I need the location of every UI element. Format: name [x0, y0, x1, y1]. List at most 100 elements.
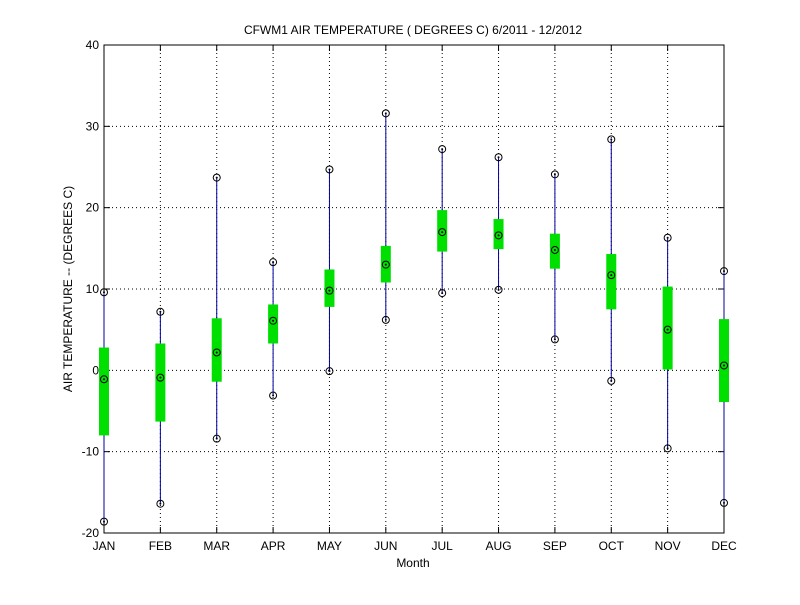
- max-marker-dot-apr: [272, 261, 275, 264]
- max-marker-jul: [438, 145, 447, 154]
- min-marker-aug: [494, 285, 503, 294]
- x-tick-label: MAR: [203, 539, 230, 553]
- iqr-box-may: [324, 269, 335, 307]
- iqr-box-nov: [662, 286, 673, 370]
- median-marker-dot-apr: [272, 319, 275, 322]
- median-marker-dot-dec: [723, 364, 725, 367]
- min-marker-jan: [100, 517, 108, 526]
- max-marker-dot-mar: [215, 176, 218, 179]
- y-tick-label: -10: [82, 445, 100, 459]
- min-marker-dot-jul: [441, 292, 444, 295]
- y-axis-label: AIR TEMPERATURE -- (DEGREES C): [61, 186, 75, 392]
- min-marker-jul: [438, 289, 447, 298]
- x-tick-label: OCT: [599, 539, 625, 553]
- median-marker-dot-nov: [666, 328, 669, 331]
- max-marker-mar: [212, 173, 221, 182]
- max-marker-dot-oct: [610, 138, 613, 141]
- min-marker-dot-jan: [103, 520, 105, 523]
- median-marker-dot-sep: [553, 248, 556, 251]
- y-tick-label: 20: [86, 201, 100, 215]
- x-axis-label: Month: [396, 556, 429, 570]
- median-marker-jan: [100, 375, 108, 384]
- x-tick-label: NOV: [655, 539, 681, 553]
- y-tick-label: 30: [86, 119, 100, 133]
- max-marker-dot-may: [328, 168, 331, 171]
- max-marker-sep: [550, 170, 559, 179]
- max-marker-apr: [269, 258, 278, 267]
- min-marker-jun: [381, 315, 390, 324]
- min-marker-may: [325, 367, 334, 376]
- min-marker-dot-sep: [553, 338, 556, 341]
- median-marker-dec: [720, 361, 728, 370]
- max-marker-aug: [494, 153, 503, 162]
- min-marker-nov: [663, 444, 672, 453]
- x-tick-label: APR: [261, 539, 286, 553]
- median-marker-dot-oct: [610, 274, 613, 277]
- plot-area: -20 -10 0 10 20 30 40 JAN FEB MAR APR MAY JUN JUL AUG S…: [82, 38, 737, 553]
- max-marker-nov: [663, 233, 672, 242]
- min-marker-dot-dec: [723, 501, 725, 504]
- median-marker-nov: [663, 325, 672, 334]
- max-marker-jun: [381, 109, 390, 118]
- min-marker-mar: [212, 434, 221, 443]
- x-tick-label: DEC: [711, 539, 737, 553]
- min-marker-oct: [607, 376, 616, 385]
- max-marker-feb: [156, 307, 165, 316]
- x-tick-label: FEB: [149, 539, 172, 553]
- max-marker-dot-dec: [723, 270, 725, 273]
- x-tick-label: MAY: [317, 539, 342, 553]
- iqr-box-mar: [211, 318, 222, 382]
- iqr-box-jul: [437, 210, 448, 252]
- median-marker-jun: [381, 260, 390, 269]
- iqr-box-aug: [493, 219, 504, 250]
- max-marker-dot-jan: [103, 291, 105, 294]
- median-marker-dot-jul: [441, 231, 444, 234]
- median-marker-apr: [269, 316, 278, 325]
- x-tick-label: SEP: [543, 539, 567, 553]
- max-marker-dot-sep: [553, 173, 556, 176]
- max-marker-oct: [607, 135, 616, 144]
- y-tick-label: 40: [86, 38, 100, 52]
- median-marker-dot-feb: [159, 376, 162, 379]
- median-marker-dot-aug: [497, 234, 500, 237]
- min-marker-dot-may: [328, 370, 331, 373]
- max-marker-dot-feb: [159, 310, 162, 313]
- min-marker-dot-jun: [384, 318, 387, 321]
- median-marker-dot-jan: [103, 378, 105, 381]
- min-marker-dot-aug: [497, 288, 500, 291]
- median-marker-sep: [550, 245, 559, 254]
- iqr-box-oct: [606, 254, 617, 310]
- max-marker-may: [325, 165, 334, 174]
- x-tick-label: JUL: [432, 539, 454, 553]
- median-marker-jul: [438, 228, 447, 237]
- median-marker-mar: [212, 348, 221, 357]
- iqr-box-feb: [155, 343, 166, 422]
- min-marker-sep: [550, 335, 559, 344]
- min-marker-dot-apr: [272, 394, 275, 397]
- min-marker-dec: [720, 498, 728, 507]
- median-marker-aug: [494, 231, 503, 240]
- median-marker-oct: [607, 271, 616, 280]
- max-marker-dot-jul: [441, 148, 444, 151]
- min-marker-apr: [269, 391, 278, 400]
- max-marker-jan: [100, 288, 108, 297]
- max-marker-dot-jun: [384, 112, 387, 115]
- iqr-box-sep: [549, 233, 560, 269]
- min-marker-dot-feb: [159, 502, 162, 505]
- max-marker-dec: [720, 267, 728, 276]
- median-marker-feb: [156, 373, 165, 382]
- min-marker-dot-oct: [610, 379, 613, 382]
- iqr-box-jan: [99, 347, 109, 436]
- x-tick-label: JAN: [93, 539, 116, 553]
- median-marker-may: [325, 286, 334, 295]
- x-tick-label: AUG: [486, 539, 512, 553]
- max-marker-dot-nov: [666, 236, 669, 239]
- median-marker-dot-may: [328, 289, 331, 292]
- max-marker-dot-aug: [497, 156, 500, 159]
- min-marker-feb: [156, 499, 165, 508]
- y-tick-label: 10: [86, 282, 100, 296]
- median-marker-dot-mar: [215, 351, 218, 354]
